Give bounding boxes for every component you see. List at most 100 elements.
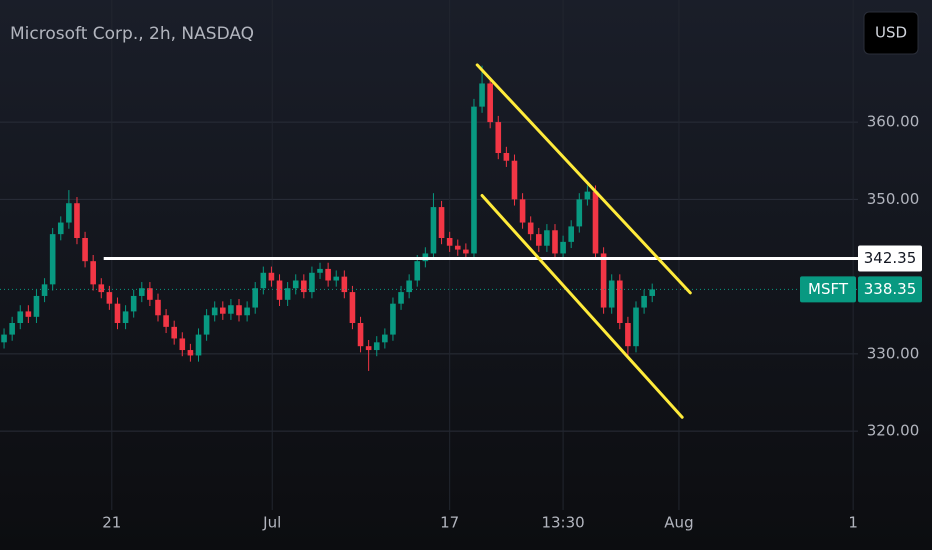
candle-body — [333, 276, 340, 281]
candle-body — [82, 238, 88, 262]
candle-body — [106, 292, 113, 304]
candle-body — [122, 311, 129, 323]
trendline — [480, 194, 684, 419]
currency-button[interactable] — [863, 11, 919, 55]
candle-body — [438, 207, 445, 238]
candle-body — [608, 280, 615, 308]
candle-body — [430, 207, 437, 254]
x-tick-label: 21 — [102, 514, 121, 532]
candle-body — [463, 249, 469, 254]
candle-body — [519, 199, 526, 223]
candle-body — [633, 307, 639, 347]
candle-body — [203, 315, 210, 335]
candle-body — [163, 315, 169, 327]
y-tick-label: 320.00 — [867, 422, 920, 440]
overlay: 320.00 330.00 350.00 360.00 21 Jul 17 13:30 Aug 1… — [102, 63, 922, 532]
candle-body — [317, 268, 323, 273]
candle-body — [357, 323, 364, 347]
candle-body — [171, 326, 177, 339]
level-tag — [858, 245, 922, 272]
candle-body — [301, 280, 307, 293]
symbol-tag — [800, 276, 856, 303]
candle-body — [49, 234, 56, 285]
candle-body — [511, 160, 518, 200]
candle-body — [236, 305, 242, 316]
candle-body — [584, 191, 591, 200]
candle-body — [503, 153, 510, 161]
candle-body — [576, 199, 583, 227]
candle-body — [471, 106, 477, 254]
candle-body — [211, 307, 218, 316]
candle-body — [33, 295, 40, 317]
candle-body — [284, 288, 291, 300]
candle-body — [365, 346, 372, 351]
candle-body — [90, 261, 96, 285]
candle-body — [535, 234, 542, 246]
candle-body — [41, 284, 48, 296]
candle-body — [147, 288, 153, 300]
candle-body — [276, 280, 283, 300]
candle-body — [527, 222, 534, 235]
candle-body — [349, 292, 356, 323]
grid — [0, 0, 858, 510]
candle-body — [252, 288, 259, 308]
candle-body — [292, 280, 299, 289]
candle-body — [641, 295, 647, 308]
candle-body — [552, 230, 558, 254]
chart-title: Microsoft Corp., 2h, NASDAQ — [10, 24, 254, 44]
x-tick-label: 17 — [440, 514, 459, 532]
candle-body — [309, 272, 315, 293]
candle-body — [195, 334, 202, 356]
y-tick-label: 360.00 — [867, 113, 920, 131]
level-label: 342.35 — [864, 249, 917, 267]
candle-body — [406, 280, 412, 293]
candle-body — [155, 299, 161, 316]
candle-body — [625, 323, 631, 347]
candle-body — [382, 334, 388, 343]
candle-body — [130, 295, 137, 312]
candle-body — [454, 245, 461, 250]
x-tick-label: Aug — [664, 514, 693, 532]
candle-body — [479, 83, 485, 107]
candle-body — [74, 203, 80, 238]
candle-body — [568, 226, 574, 242]
candle-body — [66, 203, 72, 223]
symbol-tag-label: MSFT — [808, 280, 849, 298]
candle-body — [649, 289, 656, 296]
last-price-tag — [858, 276, 922, 303]
candle-body — [1, 334, 7, 343]
candle-body — [373, 342, 380, 351]
candle-body — [98, 284, 105, 293]
y-tick-label: 350.00 — [867, 190, 920, 208]
candle-body — [398, 292, 404, 304]
candle-body — [325, 268, 331, 281]
x-tick-label: 1 — [848, 514, 858, 532]
candle-body — [446, 238, 453, 246]
y-tick-label: 330.00 — [867, 344, 920, 362]
trendline — [475, 63, 692, 295]
candle-body — [57, 222, 64, 235]
candle-body — [17, 311, 24, 323]
candle-body — [268, 272, 275, 281]
x-tick-label: Jul — [262, 514, 281, 532]
candle-body — [179, 338, 186, 351]
candle-body — [600, 253, 607, 308]
marks — [0, 65, 858, 371]
candle-body — [495, 122, 502, 153]
currency-label[interactable]: USD — [875, 24, 907, 42]
candle-body — [544, 230, 550, 246]
candle-body — [592, 191, 599, 254]
candle-body — [390, 303, 396, 335]
candle-body — [260, 272, 267, 289]
candle-body — [220, 307, 226, 314]
candle-body — [9, 323, 15, 335]
candle-body — [244, 307, 250, 316]
candle-body — [187, 350, 194, 356]
candle-body — [138, 288, 145, 296]
last-price-label: 338.35 — [864, 280, 917, 298]
candle-body — [487, 83, 493, 123]
